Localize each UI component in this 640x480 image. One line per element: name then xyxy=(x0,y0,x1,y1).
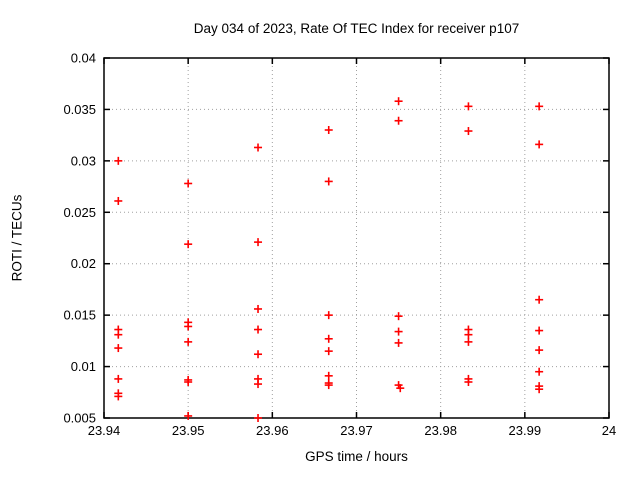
x-tick-label: 24 xyxy=(602,423,616,438)
y-tick-label: 0.005 xyxy=(63,411,96,426)
x-tick-label: 23.95 xyxy=(172,423,205,438)
y-tick-label: 0.025 xyxy=(63,205,96,220)
x-tick-label: 23.96 xyxy=(256,423,289,438)
y-tick-label: 0.02 xyxy=(71,256,96,271)
x-tick-label: 23.97 xyxy=(340,423,373,438)
plot-border xyxy=(103,57,610,419)
x-tick-label: 23.98 xyxy=(424,423,457,438)
y-tick-label: 0.015 xyxy=(63,308,96,323)
y-tick-label: 0.035 xyxy=(63,102,96,117)
x-tick-label: 23.94 xyxy=(88,423,121,438)
y-tick-label: 0.01 xyxy=(71,359,96,374)
y-tick-label: 0.03 xyxy=(71,153,96,168)
x-axis-title: GPS time / hours xyxy=(305,449,408,464)
y-tick-label: 0.04 xyxy=(71,51,96,66)
chart-title: Day 034 of 2023, Rate Of TEC Index for r… xyxy=(193,21,520,36)
x-tick-label: 23.99 xyxy=(509,423,542,438)
